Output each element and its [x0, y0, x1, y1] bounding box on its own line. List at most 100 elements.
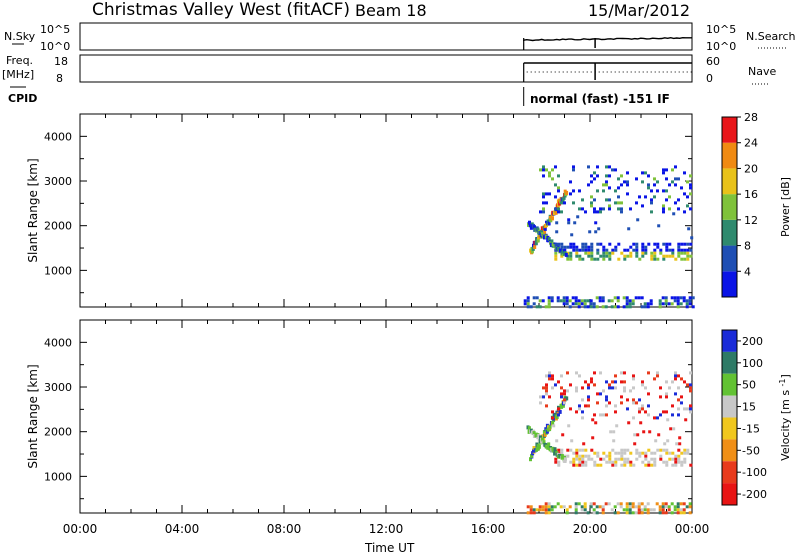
power-cell: [677, 177, 680, 181]
velocity-cell: [683, 457, 687, 461]
power-cell: [571, 302, 575, 306]
velocity-arc-cell: [529, 457, 532, 462]
power-cell: [581, 245, 585, 249]
velocity-cell: [596, 454, 600, 458]
velocity-arc-cell: [546, 445, 550, 450]
power-cell: [593, 198, 596, 202]
velocity-cell: [644, 386, 647, 390]
power-cell: [661, 302, 665, 306]
velocity-cell: [614, 410, 617, 414]
velocity-ytick-label: 4000: [44, 336, 72, 349]
power-cell: [617, 195, 620, 199]
power-cell: [685, 302, 689, 306]
power-arc-cell: [530, 249, 534, 254]
power-cell: [562, 296, 566, 300]
velocity-cell: [656, 416, 659, 420]
velocity-cell: [617, 457, 621, 461]
power-cell: [671, 248, 675, 252]
power-cell: [623, 254, 627, 258]
velocity-cell: [632, 374, 635, 378]
velocity-cell: [641, 383, 644, 387]
power-arc-cell: [561, 252, 565, 257]
velocity-cell: [541, 508, 545, 512]
cbar-velocity-label-main: Velocity [m s: [779, 386, 792, 460]
velocity-cell: [605, 380, 608, 384]
cbar-velocity-tick-label: -50: [742, 444, 760, 457]
power-cell: [602, 257, 606, 261]
power-arc-cell: [543, 226, 547, 231]
power-cell: [608, 186, 611, 190]
velocity-cell: [668, 457, 672, 461]
velocity-cell: [574, 508, 578, 512]
velocity-cell: [658, 508, 662, 512]
power-cell: [571, 296, 575, 300]
power-cell: [577, 305, 581, 309]
power-cell: [682, 296, 686, 300]
power-cell: [622, 305, 626, 309]
power-cell: [677, 254, 681, 258]
velocity-arc-cell: [560, 455, 564, 460]
power-cell: [680, 257, 684, 261]
power-cell: [665, 189, 668, 193]
velocity-cell: [686, 407, 689, 411]
velocity-cell: [631, 505, 635, 509]
power-ylabel: Slant Range [km]: [26, 158, 40, 262]
velocity-cell: [581, 463, 585, 467]
velocity-cell: [545, 404, 548, 408]
velocity-cell: [640, 508, 644, 512]
power-cell: [689, 207, 692, 211]
velocity-cell: [665, 460, 669, 464]
power-arc-cell: [543, 230, 547, 235]
power-cell: [635, 248, 639, 252]
velocity-cell: [581, 454, 585, 458]
power-cell: [551, 177, 554, 181]
velocity-cell: [620, 448, 624, 452]
power-cell: [560, 210, 563, 214]
velocity-cell: [529, 505, 533, 509]
freq-label: Freq.: [6, 54, 33, 67]
cbar-power-tick-label: 28: [744, 111, 758, 124]
power-cell: [653, 242, 657, 246]
velocity-cell: [626, 398, 629, 402]
power-cell: [671, 180, 674, 184]
power-cell: [641, 254, 645, 258]
velocity-cell: [629, 460, 633, 464]
power-cell: [617, 177, 620, 181]
velocity-cell: [602, 389, 605, 393]
velocity-cell: [544, 502, 548, 506]
power-cell: [538, 299, 542, 303]
power-cell: [620, 251, 624, 255]
velocity-cell: [665, 451, 669, 455]
power-cell: [637, 296, 641, 300]
velocity-cell: [679, 511, 683, 515]
power-cell: [635, 254, 639, 258]
velocity-cell: [547, 511, 551, 515]
power-cell: [680, 251, 684, 255]
power-cell: [605, 174, 608, 178]
power-cell: [572, 242, 576, 246]
power-cell: [574, 296, 578, 300]
velocity-cell: [575, 410, 578, 414]
power-cell: [680, 248, 684, 252]
cbar-power-swatch: [722, 168, 737, 195]
power-cell: [556, 296, 560, 300]
cbar-velocity-swatch: [722, 483, 737, 505]
velocity-cell: [580, 505, 584, 509]
power-cell: [629, 245, 633, 249]
velocity-cell: [620, 457, 624, 461]
power-cell: [641, 251, 645, 255]
power-cell: [646, 302, 650, 306]
velocity-cell: [584, 463, 588, 467]
cpid-label: CPID: [8, 92, 37, 105]
velocity-cell: [587, 383, 590, 387]
power-cell: [665, 254, 669, 258]
cbar-velocity-swatch: [722, 395, 737, 418]
freq-tick-top: 18: [54, 55, 68, 68]
power-cell: [565, 296, 569, 300]
velocity-cell: [689, 407, 692, 411]
power-cell: [656, 180, 659, 184]
velocity-cell: [653, 451, 657, 455]
power-cell: [653, 195, 656, 199]
velocity-cell: [643, 508, 647, 512]
velocity-cell: [593, 463, 597, 467]
